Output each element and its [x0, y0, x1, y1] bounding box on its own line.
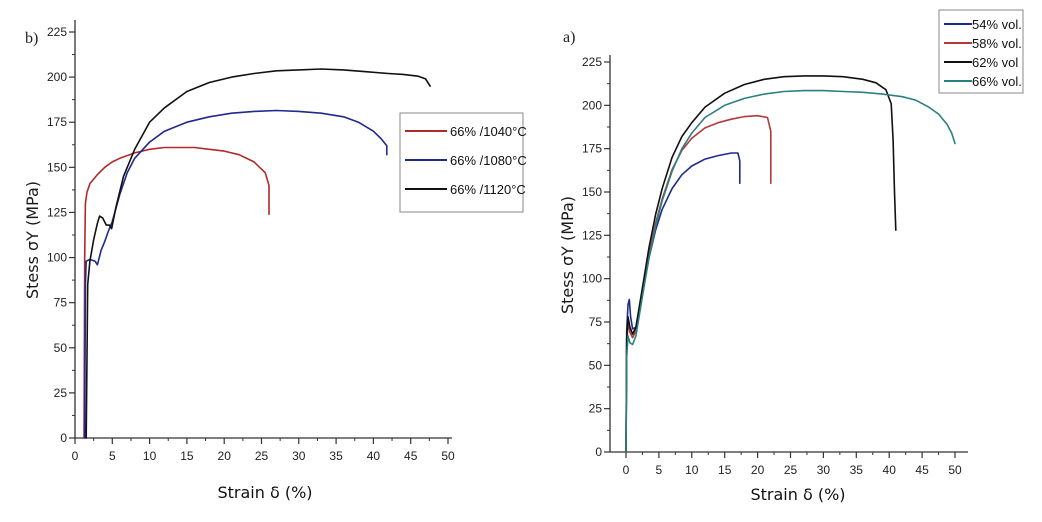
panel-label: a): [563, 29, 575, 46]
y-tick-label: 50: [589, 358, 603, 372]
legend-label: 66% vol.: [972, 74, 1022, 89]
legend-label: 66% /1080°C: [450, 153, 527, 168]
chart-panel-a: a) 0 25 50 75 100 125 150 175 200 225 0 5 10 15 20 25 30…: [558, 9, 1024, 504]
y-tick-label: 225: [582, 55, 602, 69]
series-line-2: [83, 109, 388, 439]
x-tick-label: 35: [850, 463, 864, 477]
y-tick-label: 200: [47, 70, 67, 84]
x-tick-label: 0: [623, 463, 630, 477]
x-tick-label: 40: [367, 449, 381, 463]
y-tick-label: 0: [60, 431, 67, 445]
legend-label: 58% vol.: [972, 36, 1022, 51]
y-tick-label: 75: [589, 315, 603, 329]
series-lines: [83, 68, 431, 439]
y-axis-title: Stess σY (MPa): [558, 196, 577, 314]
y-tick-label: 100: [47, 251, 67, 265]
x-tick-label: 30: [817, 463, 831, 477]
series-line-3: [625, 75, 897, 453]
x-tick-label: 50: [441, 449, 455, 463]
y-tick-label: 0: [595, 445, 602, 459]
x-tick-label: 30: [292, 449, 306, 463]
y-tick-label: 225: [47, 25, 67, 39]
y-tick-label: 25: [54, 386, 68, 400]
x-tick-label: 10: [143, 449, 157, 463]
chart-panel-b: b) 0 25 50 75 100 125 150 175 200 225 0 5 10 15 20 25 30…: [23, 20, 527, 502]
x-tick-label: 35: [329, 449, 343, 463]
y-tick-label: 175: [47, 115, 67, 129]
x-tick-label: 5: [656, 463, 663, 477]
series-line-1: [625, 152, 741, 453]
legend-label: 62% vol: [972, 55, 1018, 70]
axes: 0 25 50 75 100 125 150 175 200 225 0 5 10 15 20 25 30 35 4…: [47, 20, 455, 463]
x-tick-label: 40: [883, 463, 897, 477]
x-axis-title: Strain δ (%): [217, 483, 312, 502]
x-tick-label: 45: [404, 449, 418, 463]
x-tick-label: 50: [948, 463, 962, 477]
y-tick-label: 25: [589, 402, 603, 416]
legend-box: [399, 112, 524, 213]
x-tick-label: 10: [685, 463, 699, 477]
panel-label: b): [25, 30, 38, 47]
y-tick-label: 125: [582, 228, 602, 242]
x-tick-label: 5: [109, 449, 116, 463]
y-tick-label: 50: [54, 341, 68, 355]
x-tick-label: 15: [718, 463, 732, 477]
legend-label: 54% vol.: [972, 17, 1022, 32]
x-tick-label: 0: [72, 449, 79, 463]
x-axis-title: Strain δ (%): [750, 485, 845, 504]
series-line-3: [85, 68, 431, 439]
x-tick-label: 45: [915, 463, 929, 477]
y-tick-label: 175: [582, 142, 602, 156]
y-tick-label: 100: [582, 272, 602, 286]
series-lines: [625, 75, 956, 453]
y-tick-label: 75: [54, 296, 68, 310]
y-tick-label: 150: [582, 185, 602, 199]
legend: 54% vol. 58% vol. 62% vol 66% vol.: [938, 9, 1024, 94]
x-tick-label: 20: [751, 463, 765, 477]
series-line-1: [83, 146, 270, 439]
axes: 0 25 50 75 100 125 150 175 200 225 0 5 10 15 20 25 30 35 4…: [582, 55, 968, 477]
legend: 66% /1040°C 66% /1080°C 66% /1120°C: [399, 112, 527, 213]
series-line-4: [625, 89, 956, 453]
legend-label: 66% /1040°C: [450, 124, 527, 139]
x-tick-label: 15: [180, 449, 194, 463]
y-tick-label: 200: [582, 98, 602, 112]
y-tick-label: 150: [47, 160, 67, 174]
x-tick-label: 25: [784, 463, 798, 477]
series-line-2: [625, 114, 772, 453]
y-tick-label: 125: [47, 205, 67, 219]
legend-label: 66% /1120°C: [450, 182, 526, 197]
x-tick-label: 20: [218, 449, 232, 463]
y-axis-title: Stess σY (MPa): [23, 181, 42, 299]
x-tick-label: 25: [255, 449, 269, 463]
